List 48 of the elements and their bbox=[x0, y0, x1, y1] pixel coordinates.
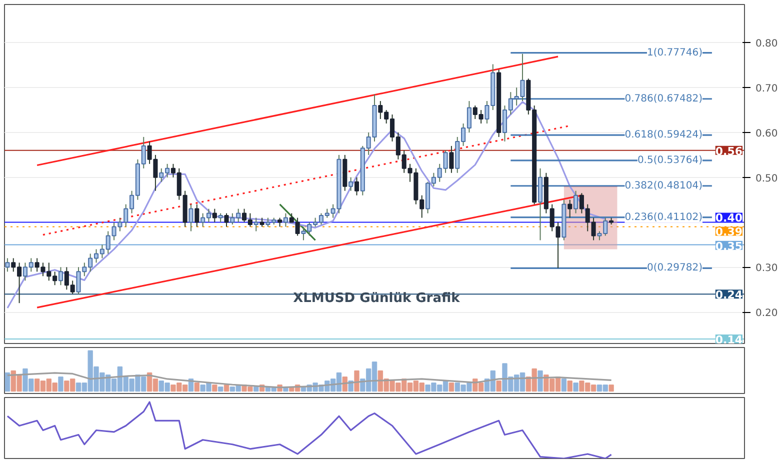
bar bbox=[448, 382, 454, 392]
bar bbox=[573, 382, 578, 392]
bar bbox=[496, 380, 502, 392]
series-label: 0.382(0.48104) bbox=[624, 180, 703, 192]
series-label: 0.786(0.67482) bbox=[624, 93, 703, 104]
ref-line-label: 0.39 bbox=[715, 226, 742, 239]
candlestick bbox=[283, 212, 288, 228]
bar bbox=[218, 386, 224, 392]
candlestick bbox=[574, 190, 578, 214]
annotation: XLMUSD Günlük Grafik bbox=[293, 291, 460, 306]
candlestick bbox=[449, 145, 454, 174]
candlestick bbox=[348, 176, 354, 192]
y-tick-label: 0.70 bbox=[756, 84, 778, 95]
ref-line-label: 0.40 bbox=[715, 212, 743, 225]
candlestick bbox=[254, 217, 258, 232]
bar bbox=[608, 384, 614, 392]
ref-line-label: 0.14 bbox=[715, 334, 743, 347]
candlestick bbox=[194, 204, 200, 228]
bar bbox=[538, 370, 543, 392]
candlestick bbox=[224, 212, 229, 228]
series-label: 0.618(0.59424) bbox=[624, 130, 703, 141]
candlestick bbox=[212, 208, 217, 223]
line-series bbox=[6, 101, 606, 309]
y-tick-label: 0.50 bbox=[756, 173, 778, 184]
series-label: 0(0.29782) bbox=[646, 262, 703, 274]
ref-line-label: 0.56 bbox=[715, 144, 743, 158]
bar bbox=[567, 380, 572, 392]
bar bbox=[194, 382, 200, 392]
bar bbox=[561, 378, 567, 392]
y-tick-label: 0.60 bbox=[756, 128, 778, 140]
series-label: 1(0.77746) bbox=[646, 47, 703, 58]
candlestick bbox=[354, 176, 360, 196]
ref-line-label: 0.35 bbox=[715, 240, 742, 253]
candlestick bbox=[188, 204, 194, 232]
bar bbox=[4, 372, 10, 392]
bar bbox=[224, 384, 230, 392]
bar bbox=[58, 376, 64, 392]
y-tick-label: 0.20 bbox=[756, 308, 778, 320]
candlestick bbox=[568, 199, 572, 218]
bar bbox=[212, 384, 218, 392]
y-tick-label: 0.30 bbox=[756, 263, 778, 274]
y-tick-label: 0.80 bbox=[756, 38, 778, 50]
ref-line-label: 0.24 bbox=[715, 288, 743, 302]
series-label: 0.236(0.41102) bbox=[624, 212, 703, 223]
series-label: 0.5(0.53764) bbox=[637, 154, 703, 166]
bar bbox=[354, 370, 360, 392]
candlestick bbox=[5, 258, 10, 272]
candlestick bbox=[58, 266, 64, 286]
